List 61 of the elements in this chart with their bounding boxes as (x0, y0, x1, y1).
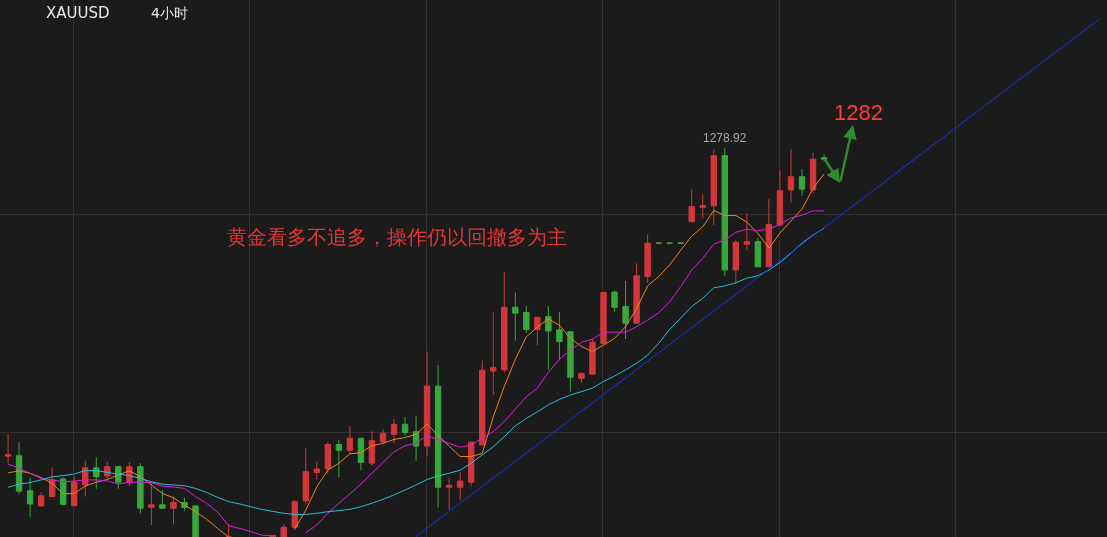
candlestick (346, 425, 354, 455)
candlestick (523, 305, 530, 334)
candlestick (137, 462, 144, 514)
candlestick (479, 360, 486, 447)
candlestick (423, 351, 431, 458)
candlestick (765, 198, 773, 268)
candlestick (732, 239, 740, 285)
candlestick (71, 476, 78, 508)
candlestick (390, 418, 398, 444)
candlestick (59, 477, 67, 507)
candlestick (512, 292, 519, 342)
candlestick (148, 482, 155, 526)
annotation: 黄金看多不追多，操作仍以回撤多为主 (227, 225, 567, 249)
candlestick (401, 416, 409, 437)
candlestick (313, 461, 321, 480)
candlestick (809, 152, 817, 194)
candlestick (710, 149, 717, 226)
candlestick (456, 471, 464, 501)
candlestick (37, 491, 45, 508)
candlestick (743, 212, 751, 251)
candlestick (26, 477, 34, 518)
candlestick (170, 496, 177, 525)
candlestick (445, 477, 453, 511)
text: 1282 (834, 100, 883, 125)
candlestick (225, 523, 232, 537)
candlestick (820, 153, 828, 162)
candlestick (688, 189, 695, 223)
candlestick (501, 271, 508, 374)
candlestick (291, 499, 298, 531)
candlestick (589, 338, 596, 376)
candlestick (633, 262, 640, 325)
candlestick (721, 147, 729, 277)
candlestick (490, 311, 497, 396)
candlestick (798, 168, 806, 197)
candlestick (787, 148, 795, 203)
candlestick (556, 311, 563, 361)
candlestick (434, 364, 442, 508)
candlestick (754, 237, 762, 268)
candlestick (545, 305, 552, 371)
candlestick (368, 430, 376, 467)
candlestick (357, 436, 365, 471)
candlestick (622, 280, 629, 340)
candlestick (302, 447, 309, 505)
chart-subtitle: 4小时 (151, 5, 188, 21)
candlestick (379, 428, 387, 445)
candlestick (699, 193, 706, 219)
candlestick (4, 433, 12, 464)
candlestick (93, 456, 100, 490)
candlestick (324, 441, 332, 474)
chart-title: XAUUSD (46, 4, 110, 23)
candlestick (280, 523, 287, 537)
annotation: 1278.92 (703, 131, 747, 145)
candlestick (567, 331, 574, 393)
candlestick (159, 489, 166, 510)
candlestick (192, 505, 199, 537)
candlestick (776, 169, 784, 227)
candlestick (644, 233, 651, 284)
candlestick (600, 291, 607, 345)
candlestick (578, 372, 585, 384)
candlestick (611, 290, 618, 313)
candlestick (335, 439, 343, 478)
